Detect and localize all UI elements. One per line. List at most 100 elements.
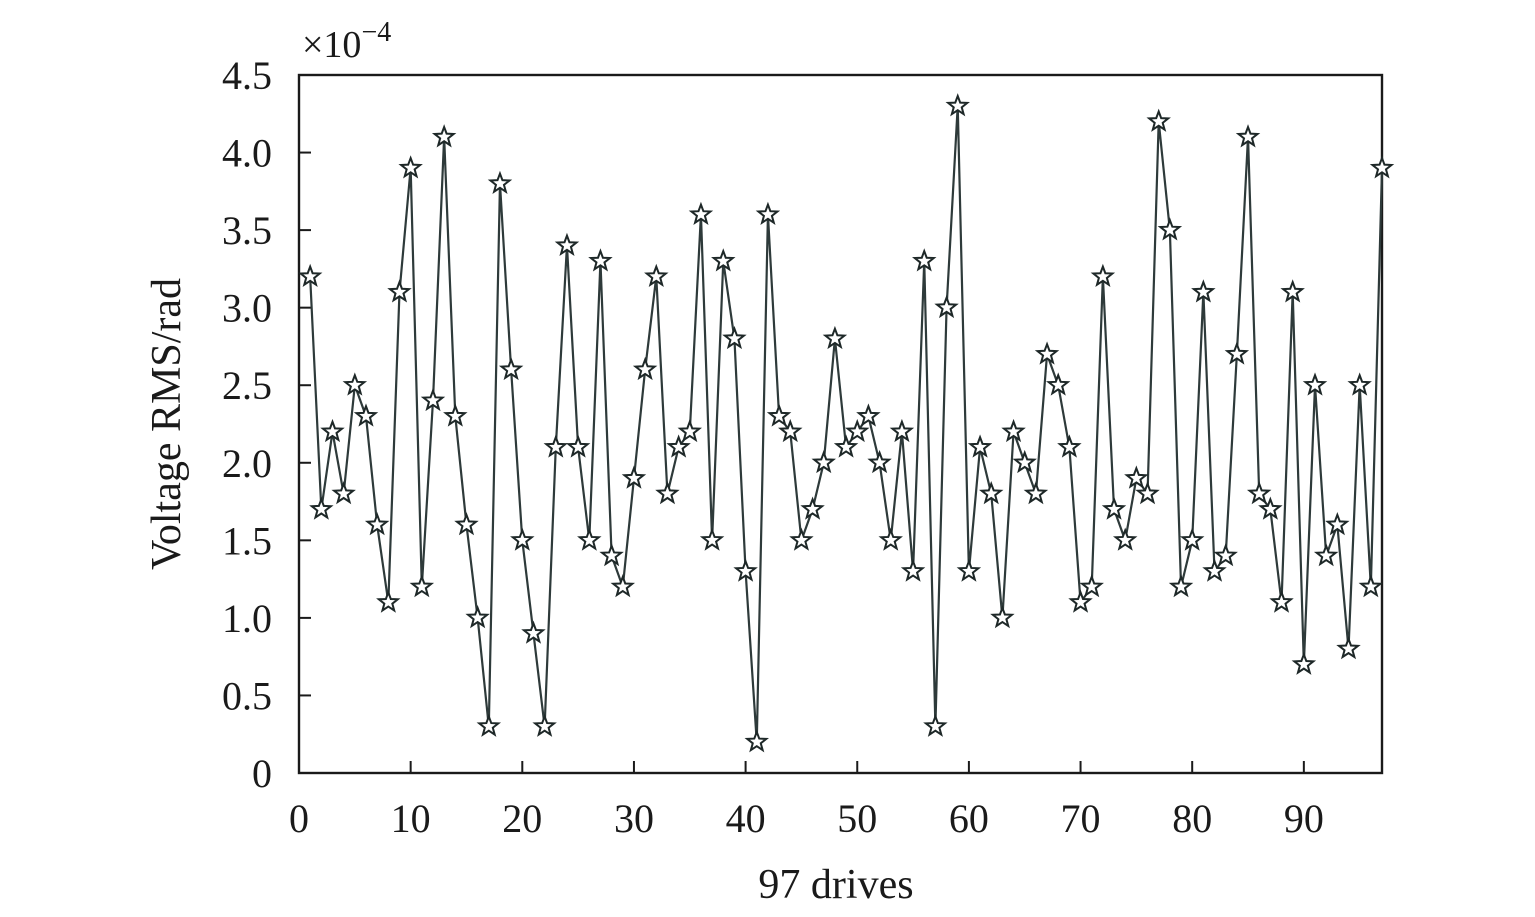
data-point-star — [1358, 574, 1384, 598]
data-point-star — [1146, 108, 1171, 132]
x-tick-label: 50 — [837, 796, 877, 841]
data-point-star — [644, 263, 669, 288]
data-point-star — [878, 527, 903, 551]
x-tick-label: 30 — [614, 796, 654, 841]
data-point-star — [722, 325, 747, 350]
data-point-star — [1168, 574, 1194, 598]
data-point-star — [543, 434, 569, 458]
data-point-star — [945, 93, 970, 117]
y-multiplier-exponent: −4 — [361, 17, 391, 48]
x-tick-label: 60 — [949, 796, 989, 841]
data-point-star — [1012, 449, 1037, 474]
data-point-star — [744, 729, 769, 753]
data-point-star — [398, 155, 423, 179]
y-tick-label: 4.5 — [222, 53, 272, 98]
x-tick-label: 70 — [1061, 796, 1101, 841]
data-point-star — [342, 372, 368, 396]
data-point-star — [353, 403, 379, 427]
data-point-star — [1369, 155, 1395, 179]
data-point-star — [1079, 574, 1104, 598]
data-point-star — [565, 434, 591, 458]
data-point-star — [1325, 511, 1350, 536]
x-tick-label: 0 — [289, 796, 309, 841]
y-tick-label: 4.0 — [222, 131, 272, 176]
y-tick-label: 2.5 — [222, 363, 272, 408]
data-point-star — [1090, 263, 1116, 288]
data-point-star — [320, 418, 345, 443]
x-tick-label: 20 — [502, 796, 542, 841]
data-point-star — [956, 558, 982, 582]
data-point-star — [1336, 636, 1361, 660]
data-point-star — [599, 542, 624, 567]
data-point-star — [733, 558, 758, 582]
data-point-star — [923, 713, 948, 737]
data-point-star — [364, 511, 390, 536]
data-point-star — [387, 279, 412, 303]
y-axis-label: Voltage RMS/rad — [144, 278, 190, 570]
x-tick-label: 40 — [726, 796, 766, 841]
data-point-star — [331, 480, 356, 505]
y-tick-label: 0 — [252, 751, 272, 796]
data-point-star — [900, 558, 926, 582]
data-point-star — [1202, 558, 1227, 582]
data-point-star — [632, 356, 658, 381]
y-tick-label: 2.0 — [222, 441, 272, 486]
data-point-star — [431, 124, 457, 148]
data-point-star — [443, 403, 468, 427]
data-point-star — [1347, 372, 1372, 396]
data-point-star — [577, 527, 602, 551]
data-point-star — [711, 248, 736, 272]
data-point-star — [1179, 527, 1205, 551]
y-axis-ticks: 0 0.5 1.0 1.5 2.0 2.5 3.0 3.5 4.0 4.5 — [222, 53, 311, 796]
data-point-star — [1101, 496, 1127, 520]
data-point-star — [498, 356, 524, 381]
data-point-star — [420, 387, 446, 412]
data-point-star — [409, 574, 435, 598]
data-point-star — [1224, 341, 1250, 365]
data-point-star — [688, 201, 714, 226]
data-point-star — [1001, 418, 1026, 443]
x-axis-ticks: 0 10 20 30 40 50 60 70 80 90 — [289, 761, 1324, 841]
data-point-star — [789, 527, 814, 551]
y-tick-label: 3.5 — [222, 208, 272, 253]
data-point-star — [465, 605, 490, 629]
data-point-star — [833, 434, 859, 458]
data-point-star — [532, 713, 557, 737]
data-point-star — [487, 170, 513, 194]
data-point-star — [822, 325, 848, 350]
data-point-star — [1291, 651, 1317, 675]
data-point-star — [677, 418, 702, 443]
data-point-star — [1023, 480, 1049, 505]
data-point-star — [1124, 465, 1149, 489]
data-point-star — [297, 263, 323, 288]
data-point-star — [1213, 542, 1238, 567]
data-point-star — [376, 589, 401, 613]
data-point-star — [755, 201, 781, 226]
data-point-star — [699, 527, 725, 551]
data-point-star — [1280, 279, 1305, 303]
data-point-star — [621, 465, 647, 489]
data-point-star — [1246, 480, 1272, 505]
data-point-star — [610, 574, 636, 598]
data-point-star — [454, 511, 479, 536]
data-point-star — [778, 418, 803, 443]
data-point-star — [1269, 589, 1294, 613]
data-point-star — [1045, 372, 1071, 396]
data-point-star — [979, 480, 1004, 505]
data-point-star — [1302, 372, 1328, 396]
data-point-star — [967, 434, 993, 458]
data-point-star — [912, 248, 937, 272]
x-tick-label: 80 — [1172, 796, 1212, 841]
x-tick-label: 90 — [1284, 796, 1324, 841]
data-point-star — [856, 403, 881, 427]
x-tick-label: 10 — [391, 796, 431, 841]
data-point-star — [1157, 217, 1183, 241]
plot-frame — [297, 73, 1384, 775]
y-tick-label: 1.0 — [222, 596, 272, 641]
y-tick-label: 1.5 — [222, 518, 272, 563]
data-point-star — [510, 527, 535, 551]
series-layer — [297, 93, 1395, 753]
data-point-star — [766, 403, 792, 427]
data-point-star — [934, 294, 959, 319]
